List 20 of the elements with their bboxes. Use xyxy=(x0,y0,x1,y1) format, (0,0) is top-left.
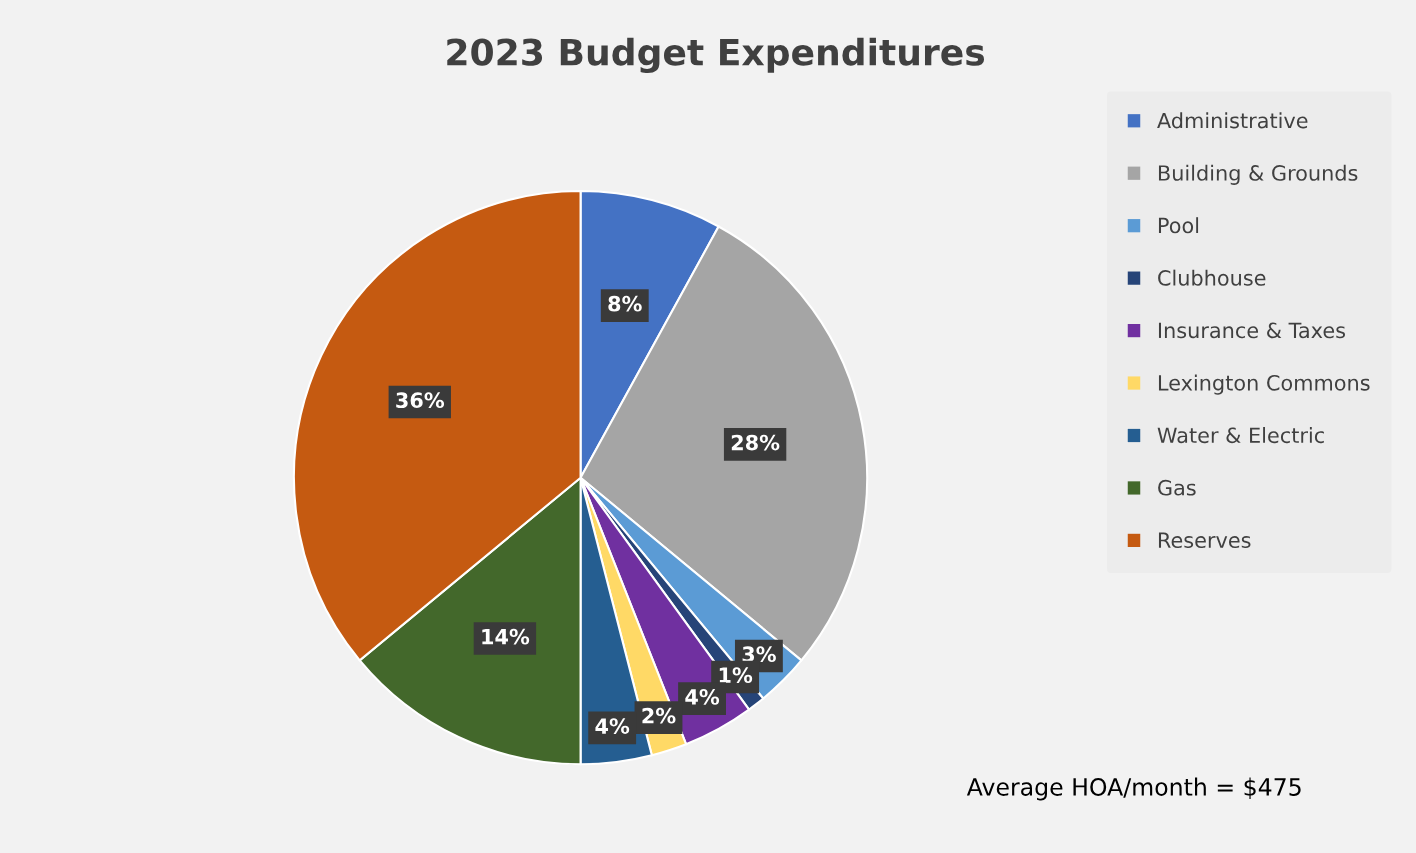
data-label: 36% xyxy=(396,392,445,409)
legend-label: Clubhouse xyxy=(1158,269,1266,286)
data-label: 4% xyxy=(595,718,630,734)
data-label: 4% xyxy=(685,688,720,705)
legend-label: Building & Grounds xyxy=(1158,164,1358,185)
legend-label: Gas xyxy=(1158,479,1196,496)
data-label: 8% xyxy=(608,295,642,312)
legend-label: Lexington Commons xyxy=(1158,374,1370,395)
text: Average HOA/month = $475 xyxy=(966,777,1301,801)
data-label: 3% xyxy=(742,646,776,663)
legend-label: Reserves xyxy=(1158,532,1251,549)
legend-label: Pool xyxy=(1158,217,1199,234)
legend-label: Insurance & Taxes xyxy=(1158,322,1346,339)
chart-title: 2023 Budget Expenditures xyxy=(447,37,985,74)
data-label: 1% xyxy=(719,667,753,684)
data-label: 28% xyxy=(731,434,780,451)
data-label: 14% xyxy=(482,628,530,645)
legend-label: Administrative xyxy=(1157,112,1308,129)
data-label: 2% xyxy=(642,707,676,724)
legend-label: Water & Electric xyxy=(1157,427,1324,444)
